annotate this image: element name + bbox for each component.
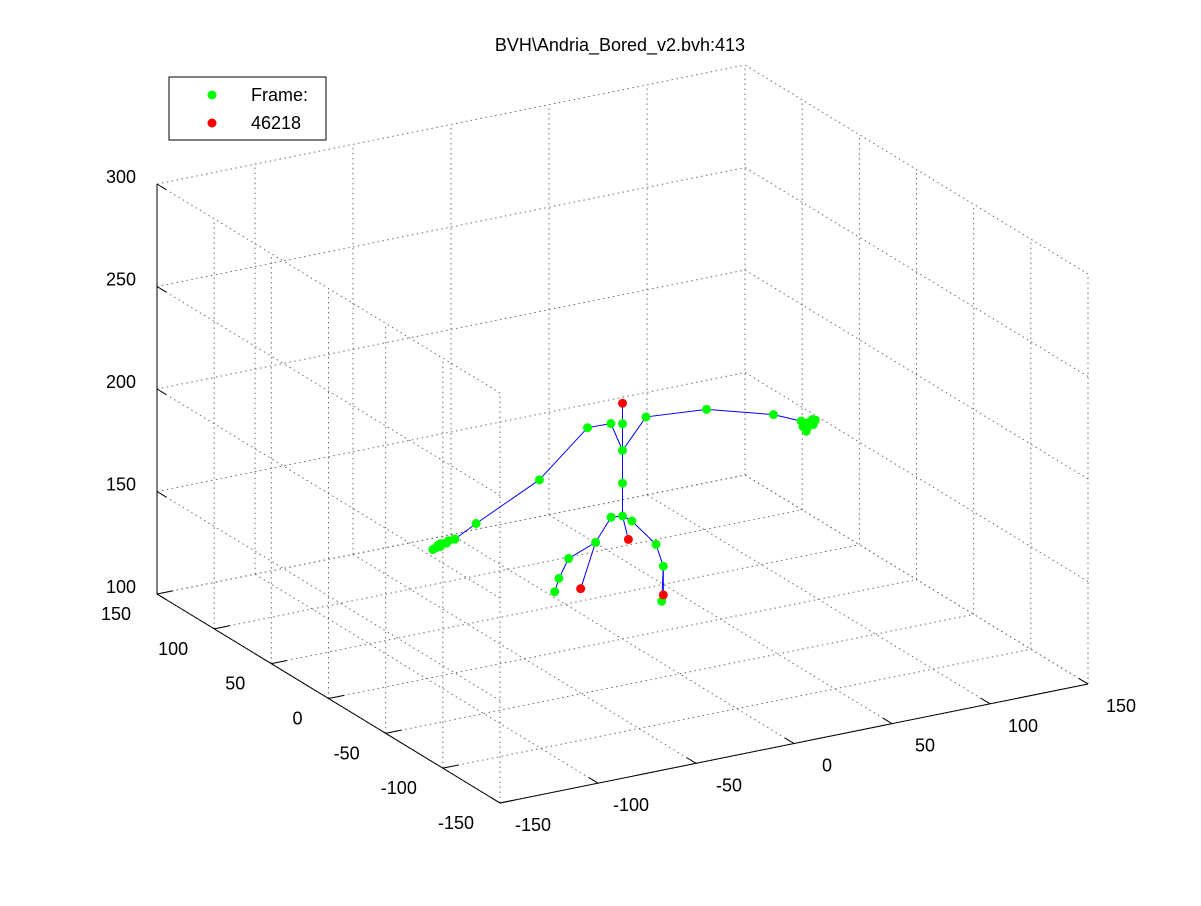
bone-lknee-ltoe_end	[581, 542, 596, 588]
bone-lshoulder-lelbow	[539, 428, 587, 480]
joint-spine	[618, 479, 627, 488]
joint-rhand_f	[811, 416, 820, 425]
side-wall-grid-line	[745, 270, 1088, 479]
y-tick	[443, 765, 459, 768]
x-tick-label: -100	[613, 795, 649, 815]
end-site-pelvis_end	[624, 535, 633, 544]
joint-lankle	[564, 554, 573, 563]
y-tick-label: -50	[334, 743, 360, 763]
joint-rhand_g	[803, 424, 812, 433]
joint-lwrist	[472, 519, 481, 528]
x-tick	[491, 797, 500, 803]
y-tick	[329, 695, 345, 698]
joint-rknee	[651, 540, 660, 549]
legend-marker-frame	[208, 91, 217, 100]
legend-marker-frame-number	[208, 119, 217, 128]
joint-rclav	[642, 412, 651, 421]
side-wall-grid-line	[157, 389, 500, 598]
bone-rshoulder-relbow	[707, 409, 774, 414]
end-site-rtoe_end	[659, 590, 668, 599]
joint-rankle	[659, 562, 668, 571]
skeleton-bones	[433, 403, 815, 601]
x-tick-label: 0	[822, 756, 832, 776]
joint-rhip	[627, 517, 636, 526]
joint-ltoe	[550, 587, 559, 596]
y-tick-label: 100	[158, 639, 188, 659]
x-tick	[785, 738, 794, 744]
floor-grid-line	[451, 535, 794, 744]
y-tick	[500, 800, 516, 803]
z-tick-label: 300	[106, 167, 136, 187]
joint-lclav	[606, 419, 615, 428]
joint-lshoulder	[583, 423, 592, 432]
joint-neck	[618, 419, 627, 428]
side-wall-grid-line	[745, 475, 1088, 684]
z-tick-label: 200	[106, 372, 136, 392]
side-wall-grid-line	[157, 184, 500, 393]
end-site-head_end	[618, 399, 627, 408]
legend-label-frame: Frame:	[251, 85, 308, 105]
joint-lelbow	[535, 475, 544, 484]
bone-rhip-rknee	[632, 521, 656, 544]
chart-title: BVH\Andria_Bored_v2.bvh:413	[495, 35, 745, 56]
joint-lhip	[607, 513, 616, 522]
x-tick-label: -150	[515, 815, 551, 835]
joint-lhand_g	[433, 541, 442, 550]
floor-grid-line	[647, 495, 990, 704]
z-tick	[157, 492, 166, 498]
z-tick-label: 250	[106, 270, 136, 290]
y-tick-label: 150	[101, 604, 131, 624]
y-tick	[157, 591, 173, 594]
end-site-ltoe_end	[576, 584, 585, 593]
legend-label-frame-number: 46218	[251, 113, 301, 133]
joint-rshoulder	[702, 405, 711, 414]
z-tick-label: 150	[106, 475, 136, 495]
joint-chest	[618, 446, 627, 455]
x-tick	[883, 718, 892, 724]
x-tick-label: 150	[1106, 696, 1136, 716]
y-tick	[214, 626, 230, 629]
z-tick	[157, 184, 166, 190]
joint-hips	[618, 512, 627, 521]
x-tick-label: 100	[1008, 716, 1038, 736]
joint-lhand_h	[450, 535, 459, 544]
floor-grid-line	[443, 649, 1031, 768]
floor-grid-line	[549, 515, 892, 724]
legend: Frame: 46218	[169, 77, 326, 140]
y-tick	[271, 660, 287, 663]
skeleton-joints	[428, 399, 819, 606]
floor-grid-line	[386, 614, 974, 733]
x-tick	[981, 698, 990, 704]
floor-grid-line	[271, 545, 859, 664]
y-tick-label: 0	[292, 709, 302, 729]
x-tick-label: 50	[915, 736, 935, 756]
side-wall-grid-line	[745, 65, 1088, 274]
y-tick-label: -150	[438, 813, 474, 833]
z-tick	[157, 287, 166, 293]
floor-grid-line	[353, 554, 696, 763]
y-tick-label: 50	[225, 674, 245, 694]
joint-lfoot	[554, 574, 563, 583]
x-tick	[1079, 678, 1088, 684]
y-tick-label: -100	[381, 778, 417, 798]
x-tick	[687, 758, 696, 764]
x-tick-label: -50	[716, 775, 742, 795]
bone-lelbow-lwrist	[476, 480, 539, 524]
z-tick	[157, 389, 166, 395]
joint-lknee	[591, 538, 600, 547]
y-tick	[386, 730, 402, 733]
z-tick-label: 100	[106, 577, 136, 597]
z-tick	[157, 594, 166, 600]
joint-relbow	[769, 410, 778, 419]
x-tick	[589, 778, 598, 784]
bone-rclav-rshoulder	[646, 409, 707, 417]
floor-grid-line	[255, 574, 598, 783]
floor-grid-line	[214, 510, 802, 629]
